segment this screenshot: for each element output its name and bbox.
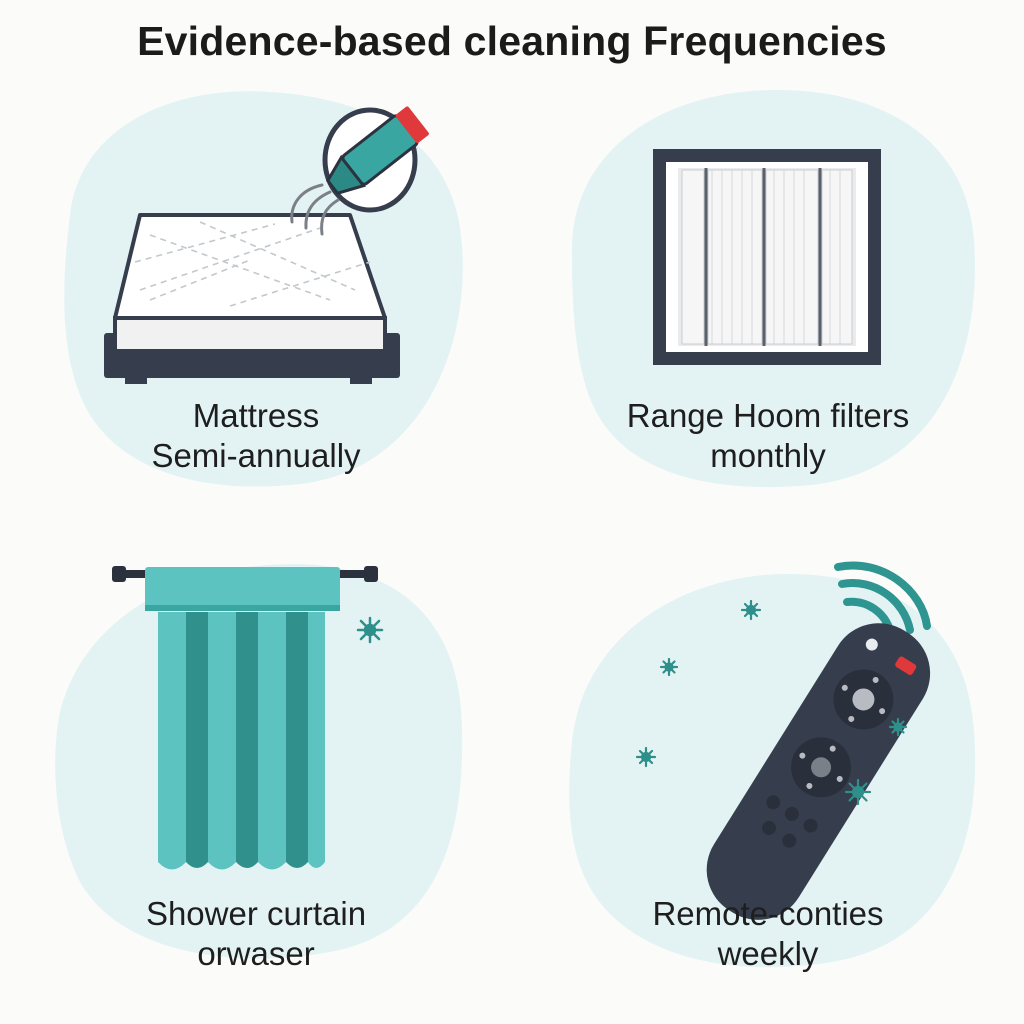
shower-curtain-caption: Shower curtain orwaser bbox=[0, 894, 512, 974]
mattress-icon bbox=[104, 213, 400, 384]
shower-curtain-icon bbox=[112, 566, 378, 870]
shower-curtain-card: Shower curtain orwaser bbox=[0, 512, 512, 1024]
page-title: Evidence-based cleaning Frequencies bbox=[137, 18, 887, 64]
remote-card: Remote-conties weekly bbox=[512, 512, 1024, 1024]
remote-label: Remote-conties bbox=[652, 895, 884, 932]
mattress-card: Mattress Semi-annually bbox=[0, 0, 512, 512]
cleaning-nozzle-icon bbox=[290, 106, 429, 236]
germ-icon bbox=[635, 599, 908, 806]
mattress-frequency: Semi-annually bbox=[151, 437, 361, 474]
remote-caption: Remote-conties weekly bbox=[512, 894, 1024, 974]
remote-frequency: weekly bbox=[717, 935, 819, 972]
remote-control-icon bbox=[706, 623, 931, 920]
mattress-illustration bbox=[64, 91, 463, 487]
shower-curtain-frequency: orwaser bbox=[197, 935, 315, 972]
range-hood-card: Range Hoom filters monthly bbox=[512, 0, 1024, 512]
germ-icon bbox=[356, 616, 384, 644]
shower-curtain-illustration bbox=[55, 563, 463, 959]
range-hood-illustration bbox=[572, 89, 975, 488]
mattress-caption: Mattress Semi-annually bbox=[0, 396, 512, 476]
range-hood-filter-icon bbox=[653, 149, 881, 365]
range-hood-label: Range Hoom filters bbox=[626, 397, 910, 434]
shower-curtain-label: Shower curtain bbox=[145, 895, 367, 932]
mattress-label: Mattress bbox=[192, 397, 320, 434]
range-hood-caption: Range Hoom filters monthly bbox=[512, 396, 1024, 476]
range-hood-frequency: monthly bbox=[710, 437, 826, 474]
remote-illustration bbox=[569, 561, 976, 968]
